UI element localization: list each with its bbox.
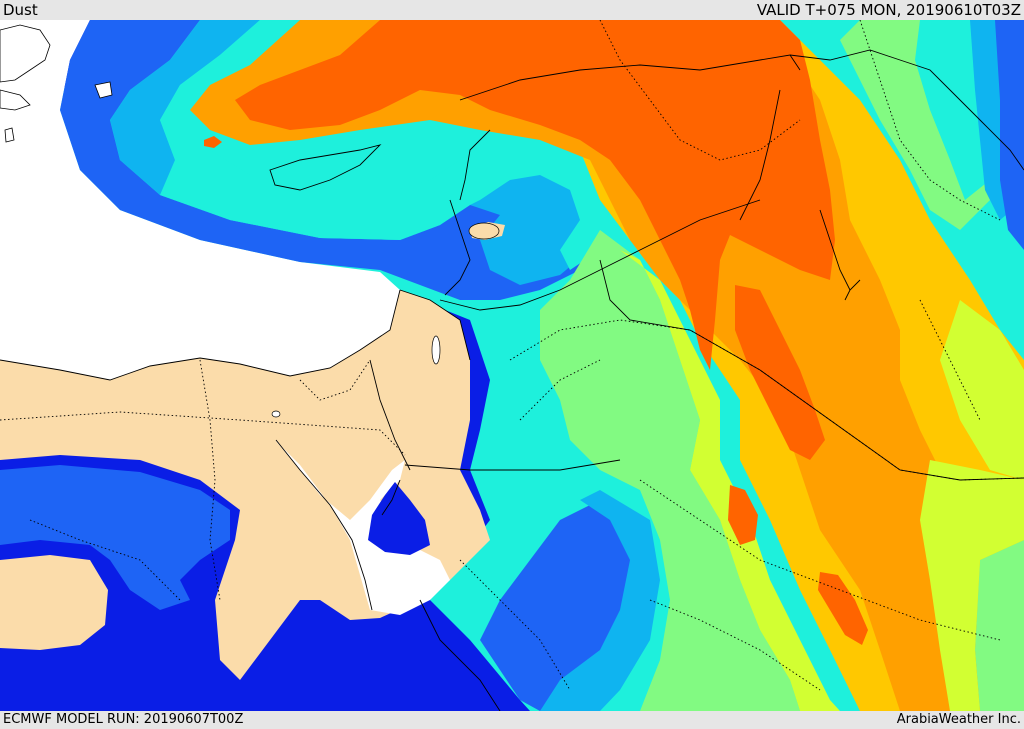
dust-blob-gulf-aqaba <box>368 482 430 555</box>
dust-core-red-orange-north <box>235 20 835 370</box>
dust-band-yellow-southeast <box>920 460 1024 711</box>
dust-core-red-orange-iraq <box>735 285 825 460</box>
dust-forecast-map <box>0 20 1024 711</box>
red-sea-gulf <box>275 440 450 615</box>
valid-time-label: VALID T+075 MON, 20190610T03Z <box>756 1 1021 19</box>
dust-band-green-east <box>540 230 800 711</box>
dust-band-blue-sw <box>0 465 230 610</box>
credit-label: ArabiaWeather Inc. <box>896 712 1021 727</box>
dust-band-blue-med <box>60 20 600 300</box>
dust-blob-med-orange <box>204 136 222 148</box>
small-islands <box>271 222 500 418</box>
dust-band-green-southeast <box>975 540 1024 711</box>
dust-band-yellow-east-edge <box>940 300 1024 480</box>
dust-band-cyan-med <box>160 20 620 270</box>
dust-core-red-orange-south <box>818 572 868 645</box>
land-sw-patch <box>0 555 108 650</box>
dust-band-yellow-east <box>620 250 840 711</box>
dust-band-blue-northeast <box>995 20 1024 250</box>
model-run-label: ECMWF MODEL RUN: 20190607T00Z <box>3 712 244 727</box>
bottom-info-bar: ECMWF MODEL RUN: 20190607T00Z ArabiaWeat… <box>0 711 1024 729</box>
country-borders <box>0 20 1024 691</box>
coastlines <box>0 49 1024 711</box>
dust-core-red-orange-saudi <box>728 485 758 545</box>
aegean-islands <box>0 24 113 143</box>
map-title: Dust <box>3 1 38 19</box>
dust-band-sky-south <box>540 490 660 711</box>
mediterranean-sea <box>0 20 400 380</box>
top-title-bar: Dust VALID T+075 MON, 20190610T03Z <box>0 0 1024 20</box>
